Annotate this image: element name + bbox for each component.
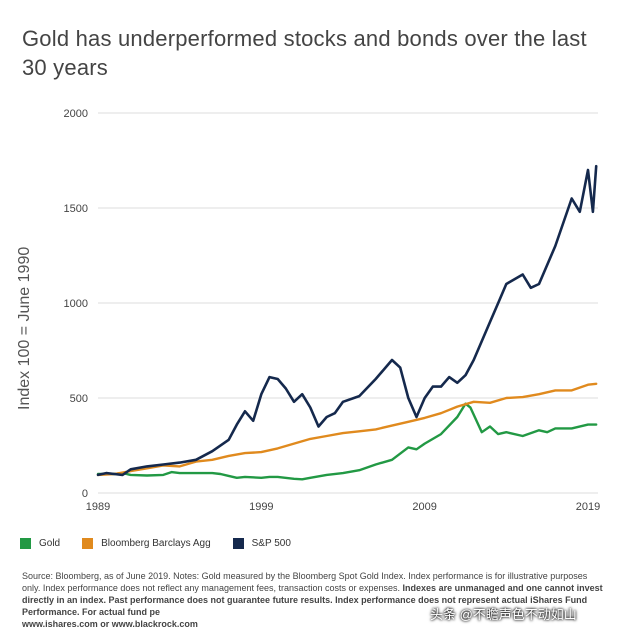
y-tick-label: 1000 — [64, 298, 88, 310]
x-tick-label: 1999 — [249, 501, 273, 513]
line-chart: 0 500 1000 1500 2000 1989 1999 2009 2019 — [64, 108, 601, 513]
watermark: 头条 @不瞻声色不动如山 — [430, 607, 577, 622]
legend-label-sp500: S&P 500 — [251, 538, 291, 549]
source-notes: Source: Bloomberg, as of June 2019. Note… — [22, 570, 607, 630]
y-tick-labels: 0 500 1000 1500 2000 — [64, 108, 88, 500]
x-tick-label: 2019 — [576, 501, 600, 513]
footer-links[interactable]: www.ishares.com or www.blackrock.com — [22, 619, 198, 629]
footer-bold-text: Indexes are unmanaged and one cannot inv… — [22, 583, 603, 617]
legend-label-agg: Bloomberg Barclays Agg — [101, 538, 211, 549]
legend-item-sp500: S&P 500 — [232, 538, 291, 549]
series-lines — [96, 164, 598, 481]
legend-label-gold: Gold — [39, 538, 61, 549]
series-line-s-p-500 — [96, 164, 598, 477]
legend-swatch-sp500 — [232, 538, 244, 549]
y-tick-label: 2000 — [64, 108, 88, 120]
x-tick-label: 2009 — [412, 501, 436, 513]
legend-item-agg: Bloomberg Barclays Agg — [82, 538, 211, 549]
y-tick-label: 0 — [82, 488, 88, 500]
legend-item-gold: Gold — [20, 538, 60, 549]
y-tick-label: 500 — [70, 393, 88, 405]
legend: Gold Bloomberg Barclays Agg S&P 500 — [20, 538, 313, 549]
series-line-gold — [96, 402, 598, 481]
y-tick-label: 1500 — [64, 203, 88, 215]
x-tick-label: 1989 — [86, 501, 110, 513]
x-tick-labels: 1989 1999 2009 2019 — [86, 501, 600, 513]
legend-swatch-gold — [20, 538, 31, 549]
chart-title: Gold has underperformed stocks and bonds… — [22, 26, 587, 80]
series-line-bloomberg-barclays-agg — [96, 382, 598, 477]
footer-notes-text: Source: Bloomberg, as of June 2019. Note… — [22, 571, 588, 593]
legend-swatch-agg — [82, 538, 94, 549]
